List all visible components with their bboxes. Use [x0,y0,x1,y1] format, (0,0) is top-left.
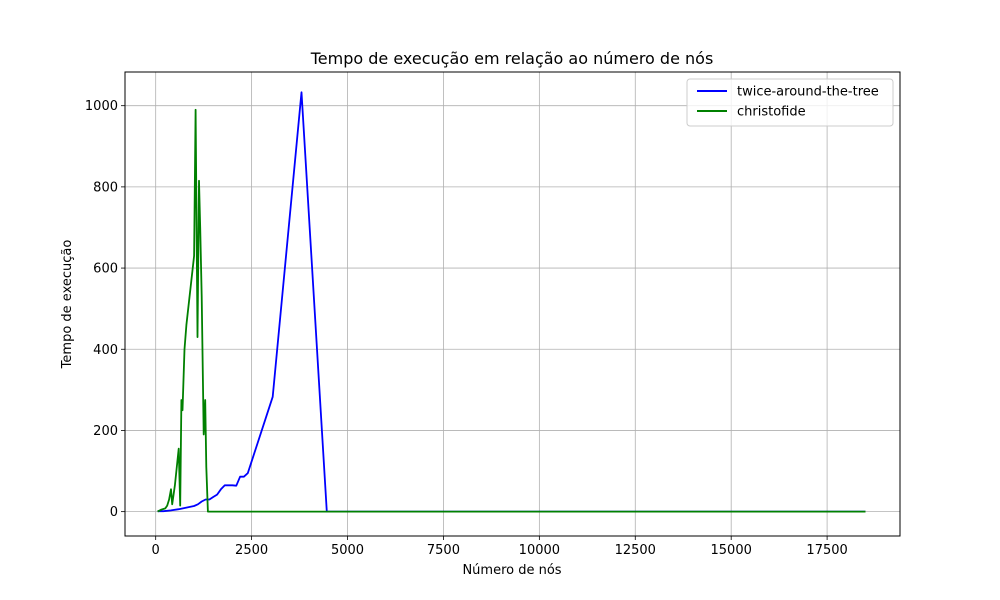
x-tick-label: 5000 [331,543,364,558]
y-tick-label: 800 [93,180,118,195]
x-tick-label: 10000 [519,543,560,558]
legend-label-christofide: christofide [737,105,806,120]
x-tick-label: 12500 [615,543,656,558]
series-line-christofide [157,108,866,513]
x-axis: 0 2500 5000 7500 10000 12500 15000 17500 [152,536,848,558]
x-axis-label: Número de nós [462,563,561,578]
legend: twice-around-the-tree christofide [686,78,894,127]
x-tick-label: 2500 [235,543,268,558]
x-tick-label: 15000 [711,543,752,558]
y-axis: 0 200 400 600 800 1000 [85,99,125,520]
y-tick-label: 1000 [85,99,118,114]
series-line-twice-around-the-tree [157,91,866,513]
series-lines [157,91,866,513]
legend-label-twice-around-the-tree: twice-around-the-tree [737,85,879,100]
legend-box [686,78,894,127]
y-tick-label: 400 [93,343,118,358]
y-tick-label: 200 [93,424,118,439]
y-tick-label: 0 [110,505,118,520]
chart-title: Tempo de execução em relação ao número d… [310,49,714,68]
plot-frame [124,71,901,537]
y-axis-label: Tempo de execução [60,240,75,370]
x-tick-label: 0 [152,543,160,558]
x-tick-label: 17500 [806,543,847,558]
x-tick-label: 7500 [427,543,460,558]
y-tick-label: 600 [93,262,118,277]
